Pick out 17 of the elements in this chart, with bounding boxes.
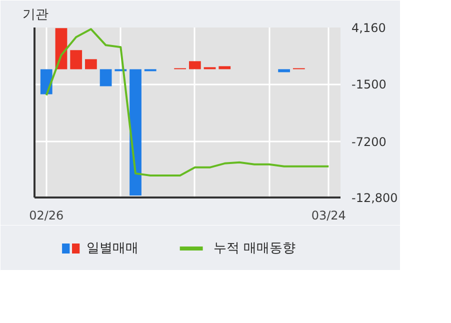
legend-label: 일별매매 [86, 241, 139, 256]
x-tick-label: 03/24 [311, 208, 346, 222]
x-tick-label: 02/26 [29, 208, 64, 222]
bar [188, 61, 201, 70]
line-series [45, 28, 330, 176]
bar [70, 50, 82, 70]
bar [100, 69, 112, 86]
y-tick-label: 4,160 [352, 21, 386, 35]
bar [130, 69, 142, 196]
bar [218, 66, 231, 70]
bar [85, 59, 97, 70]
y-tick-label: -12,800 [352, 191, 398, 205]
legend-label: 누적 매매동향 [214, 241, 296, 256]
chart-title: 기관 [22, 8, 48, 22]
y-tick-label: -1500 [352, 78, 386, 92]
bar [278, 69, 290, 72]
y-tick-label: -7200 [352, 134, 386, 149]
